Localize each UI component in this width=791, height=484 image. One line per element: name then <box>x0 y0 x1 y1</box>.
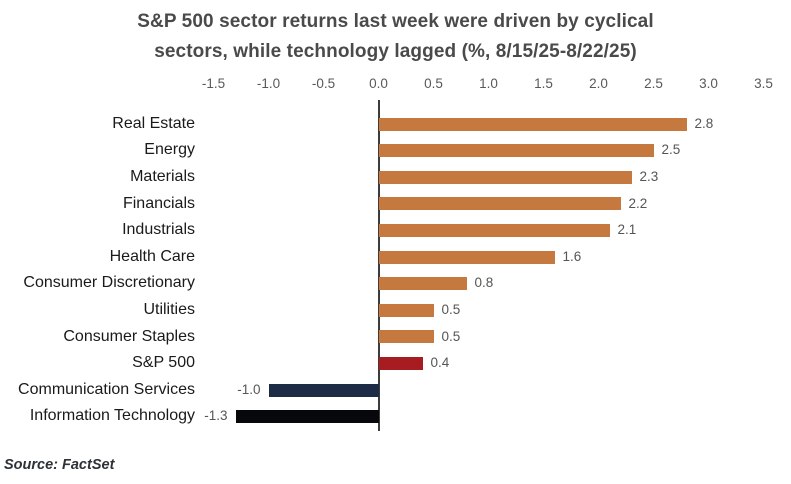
x-axis-tick-label: 1.0 <box>479 76 498 91</box>
chart-row-energy: Energy 2.5 <box>0 137 791 164</box>
category-label-consumer-staples: Consumer Staples <box>63 327 195 345</box>
bar-real-estate <box>378 117 687 131</box>
category-label-energy: Energy <box>144 141 195 159</box>
value-label-information-technology: -1.3 <box>204 408 228 424</box>
bar-materials <box>378 170 632 184</box>
value-label-utilities: 0.5 <box>441 302 461 317</box>
chart-row-s-p-500: S&P 500 0.4 <box>0 350 791 377</box>
chart-title: S&P 500 sector returns last week were dr… <box>0 7 791 67</box>
chart-title-line-1: S&P 500 sector returns last week were dr… <box>137 11 654 32</box>
chart-row-consumer-discretionary: Consumer Discretionary 0.8 <box>0 270 791 297</box>
x-axis-tick-label: 1.5 <box>534 76 553 91</box>
bar-energy <box>378 144 654 158</box>
chart-row-communication-services: Communication Services -1.0 <box>0 377 791 404</box>
bar-communication-services <box>268 383 379 397</box>
chart-row-real-estate: Real Estate 2.8 <box>0 111 791 138</box>
category-label-health-care: Health Care <box>109 247 195 265</box>
value-label-industrials: 2.1 <box>617 222 637 238</box>
zero-axis-line <box>378 100 380 431</box>
category-label-utilities: Utilities <box>143 301 195 318</box>
category-label-s-p-500: S&P 500 <box>132 354 195 372</box>
x-axis-tick-label: -1.5 <box>201 76 226 91</box>
bar-utilities <box>378 303 434 317</box>
x-axis-tick-label: 3.0 <box>699 76 718 91</box>
x-axis-tick-label: 2.5 <box>644 76 663 91</box>
value-label-s-p-500: 0.4 <box>430 355 450 371</box>
x-axis-tick-label: 0.5 <box>424 76 443 91</box>
value-label-communication-services: -1.0 <box>237 381 261 397</box>
value-label-consumer-staples: 0.5 <box>441 328 461 344</box>
bar-financials <box>378 197 621 211</box>
value-label-consumer-discretionary: 0.8 <box>474 275 494 291</box>
bar-industrials <box>378 223 610 237</box>
value-label-financials: 2.2 <box>628 195 648 211</box>
x-axis-tick-label: -0.5 <box>311 76 336 91</box>
chart-row-financials: Financials 2.2 <box>0 191 791 218</box>
chart-row-industrials: Industrials 2.1 <box>0 217 791 244</box>
x-axis-tick-label: 2.0 <box>589 76 608 91</box>
value-label-energy: 2.5 <box>661 142 681 158</box>
category-label-consumer-discretionary: Consumer Discretionary <box>23 274 195 292</box>
category-label-materials: Materials <box>130 168 195 185</box>
chart-row-consumer-staples: Consumer Staples 0.5 <box>0 324 791 351</box>
bar-consumer-discretionary <box>378 277 467 291</box>
category-label-industrials: Industrials <box>122 221 195 239</box>
source-note: Source: FactSet <box>4 457 115 473</box>
chart-row-information-technology: Information Technology -1.3 <box>0 403 791 430</box>
value-label-real-estate: 2.8 <box>694 115 714 131</box>
bar-information-technology <box>235 410 379 424</box>
chart-row-materials: Materials 2.3 <box>0 164 791 191</box>
value-label-health-care: 1.6 <box>562 248 582 264</box>
category-label-communication-services: Communication Services <box>18 380 195 398</box>
x-axis-tick-label: -1.0 <box>256 76 281 91</box>
category-label-information-technology: Information Technology <box>29 407 195 425</box>
chart-title-line-2: sectors, while technology lagged (%, 8/1… <box>154 41 637 62</box>
category-label-real-estate: Real Estate <box>112 114 195 132</box>
category-label-financials: Financials <box>122 194 195 212</box>
x-axis-tick-label: 3.5 <box>754 76 773 91</box>
chart-row-health-care: Health Care 1.6 <box>0 244 791 271</box>
bar-consumer-staples <box>378 330 434 344</box>
bar-s-p-500 <box>378 356 423 370</box>
bar-health-care <box>378 250 555 264</box>
chart-row-utilities: Utilities 0.5 <box>0 297 791 324</box>
value-label-materials: 2.3 <box>639 169 659 184</box>
x-axis-tick-label: 0.0 <box>369 76 388 91</box>
